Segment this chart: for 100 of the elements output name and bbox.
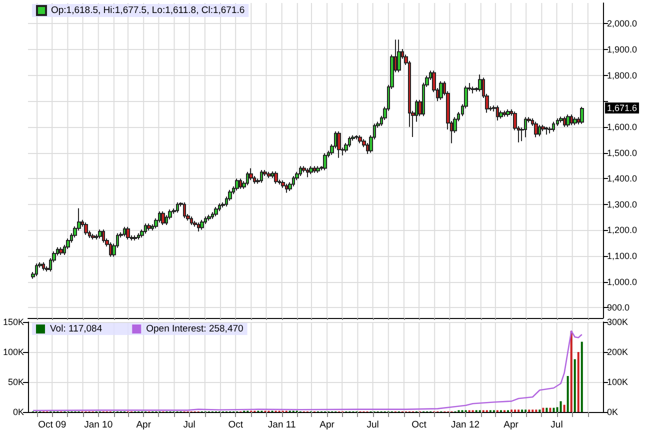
bar: [574, 359, 576, 412]
y-tick-label: 150K: [2, 317, 24, 327]
candlestick: [313, 166, 316, 174]
y-tick-label: 1,300.0: [607, 199, 638, 210]
x-tick-label: Jan 12: [451, 420, 480, 430]
y-tick-label: 1,600.0: [607, 122, 638, 132]
candlestick: [239, 178, 242, 190]
candlestick: [358, 134, 362, 144]
candlestick: [109, 242, 112, 258]
candlestick: [235, 178, 239, 191]
candlestick: [183, 202, 186, 219]
x-tick-label: Oct: [228, 420, 244, 430]
candlestick: [133, 234, 137, 242]
candlestick: [439, 80, 443, 100]
candlestick: [552, 121, 555, 132]
candlestick: [147, 223, 151, 231]
y-tick-label: 1,500.0: [607, 148, 638, 158]
y2-tick-label: 300K: [607, 317, 628, 327]
y-tick-label: 50K: [8, 377, 24, 387]
x-tick-label: Apr: [320, 420, 334, 430]
legend-label: Open Interest: 258,470: [146, 324, 244, 334]
candlestick: [98, 228, 102, 239]
y2-tick-label: 200K: [607, 347, 628, 357]
candlestick: [503, 110, 506, 118]
x-tick-label: Jan 11: [268, 420, 296, 430]
candlestick: [161, 210, 165, 226]
candlestick: [214, 206, 218, 217]
candlestick: [541, 124, 545, 132]
candlestick: [573, 116, 577, 126]
candlestick: [102, 228, 105, 244]
candlestick: [524, 116, 527, 138]
bar: [566, 376, 569, 412]
candlestick: [260, 170, 263, 184]
candlestick: [137, 232, 140, 240]
candlestick: [496, 105, 499, 121]
candlestick: [538, 124, 541, 137]
x-tick-label: Jul: [550, 420, 563, 430]
candlestick: [548, 126, 552, 134]
candlestick: [471, 86, 475, 94]
legend-label: Op:1,618.5, Hi:1,677.5, Lo:1,611.8, Cl:1,671.6: [51, 5, 245, 16]
x-tick-label: Oct 09: [38, 420, 66, 430]
candlestick: [123, 226, 126, 237]
candlestick: [323, 152, 327, 171]
candlestick: [144, 223, 147, 234]
candlestick: [35, 263, 38, 277]
candlestick: [193, 220, 197, 228]
candlestick: [84, 222, 88, 236]
candlestick: [197, 222, 200, 232]
y-tick-label: 100K: [2, 347, 24, 357]
y-tick-label: 1,400.0: [607, 174, 638, 184]
x-tick-label: Jul: [183, 420, 196, 430]
candlestick: [534, 121, 538, 138]
bar: [580, 342, 583, 412]
candlestick: [126, 226, 130, 240]
candlestick: [506, 108, 510, 118]
candlestick: [274, 170, 278, 184]
candlestick: [292, 175, 295, 187]
bar: [552, 408, 555, 412]
legend-label: Vol: 117,084: [50, 324, 102, 334]
candlestick: [306, 168, 309, 178]
candlestick: [299, 166, 302, 176]
bar: [560, 401, 562, 412]
candlestick: [190, 216, 193, 226]
bar: [549, 408, 552, 412]
candlestick: [348, 136, 351, 148]
candlestick: [570, 114, 573, 126]
candlestick: [207, 214, 211, 222]
bar: [546, 408, 548, 412]
candlestick: [95, 234, 98, 240]
candlestick: [397, 39, 401, 73]
candlestick: [246, 171, 249, 186]
candlestick: [59, 246, 63, 256]
candlestick: [267, 171, 271, 179]
y-tick-label: 1,100.0: [607, 251, 638, 262]
y-tick-label: 1,000.0: [607, 276, 638, 287]
candlestick: [176, 202, 179, 214]
bar: [563, 404, 566, 412]
candlestick: [285, 183, 288, 194]
y-tick-label: 0K: [12, 407, 24, 417]
candlestick: [580, 106, 584, 124]
bar: [542, 408, 544, 412]
y-tick-label: 1,900.0: [607, 44, 638, 54]
x-tick-label: Jan 10: [84, 420, 113, 430]
candlestick: [200, 219, 204, 230]
bar: [570, 331, 572, 412]
annotation: 1,671.6: [607, 102, 638, 113]
candlestick: [42, 262, 45, 271]
candlestick: [566, 114, 570, 128]
candlestick: [337, 130, 341, 158]
y-tick-label: 1,200.0: [607, 225, 638, 236]
x-tick-label: Oct: [412, 420, 427, 430]
candlestick: [309, 166, 313, 175]
x-tick-label: Jul: [366, 420, 379, 430]
bar: [577, 352, 580, 412]
x-tick-label: Apr: [504, 420, 518, 430]
candlestick: [545, 126, 548, 136]
candlestick: [91, 233, 95, 240]
y-tick-label: 900.0: [607, 302, 630, 313]
y-tick-label: 1,800.0: [607, 70, 638, 80]
candlestick: [316, 166, 320, 174]
